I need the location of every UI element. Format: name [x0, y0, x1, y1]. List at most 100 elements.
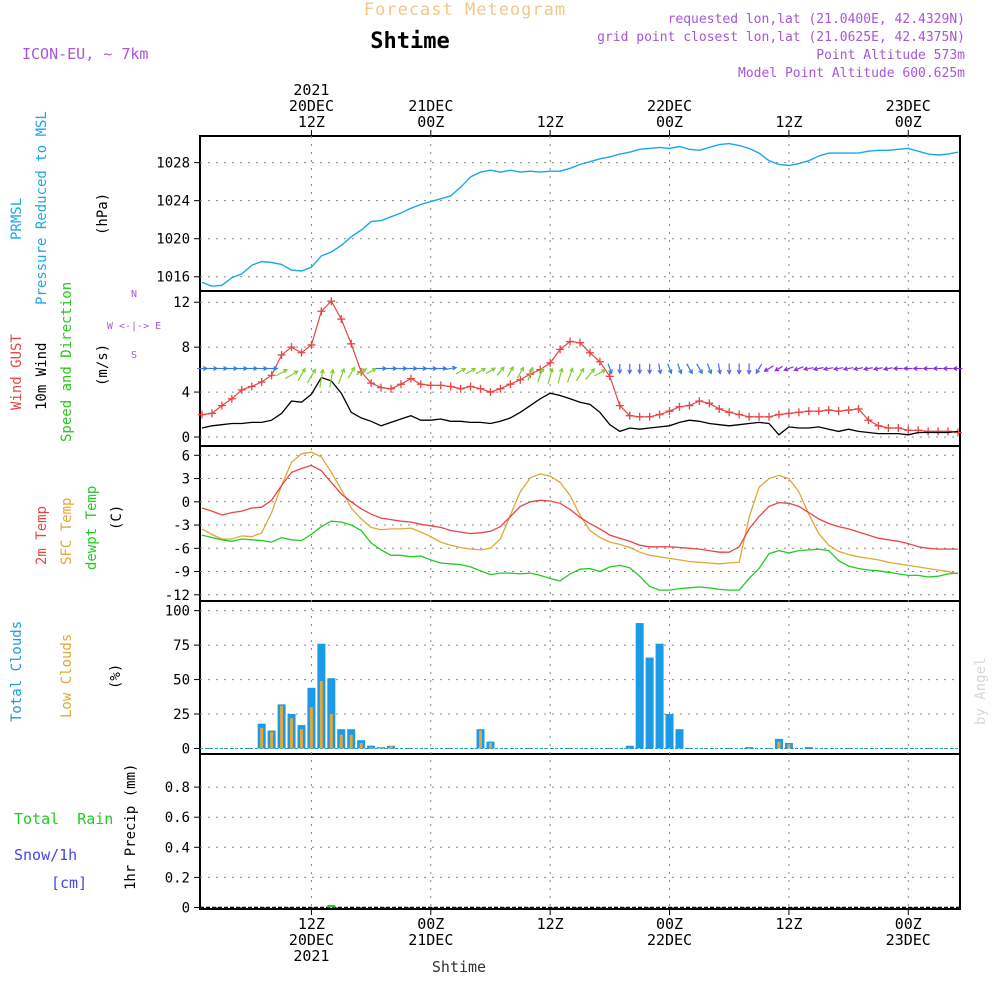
- wind-arrow-head: [481, 367, 487, 373]
- wind-arrow-head: [892, 366, 898, 371]
- gust-marker: [904, 426, 913, 435]
- low-clouds-label: Low Clouds: [59, 634, 75, 718]
- wind-direction-arrow: [607, 363, 613, 374]
- wind-arrow-head: [902, 366, 908, 371]
- gust-marker: [765, 412, 773, 421]
- wind-arrow-head: [340, 367, 346, 373]
- wind-direction-arrow: [803, 367, 814, 370]
- clouds-labels: Total Clouds Low Clouds (%): [9, 621, 124, 722]
- wind-direction-arrow: [696, 363, 703, 374]
- wind-dir-label: Speed and Direction: [59, 282, 75, 442]
- wind-arrow-head: [942, 366, 948, 371]
- gust-line: [201, 300, 959, 434]
- gust-marker: [615, 401, 624, 410]
- wind-direction-arrow: [686, 363, 693, 374]
- wind-direction-arrow: [594, 369, 606, 377]
- bottom-time-label: 12Z: [775, 915, 802, 933]
- gust-marker: [367, 379, 376, 388]
- wind-direction-arrow: [475, 367, 486, 375]
- temperature-series: [201, 451, 959, 591]
- y-tick-label: 12: [173, 295, 190, 311]
- station-name: Shtime: [370, 29, 449, 54]
- wind-arrow-head: [774, 366, 780, 372]
- wind-arrow-head: [736, 369, 742, 375]
- wind-arrow-head: [763, 367, 769, 372]
- wind-speed-line: [201, 376, 959, 436]
- gust-marker: [287, 343, 296, 352]
- low-clouds-bar: [260, 727, 264, 749]
- total-clouds-bar: [745, 747, 754, 749]
- y-tick-label: 25: [173, 707, 190, 723]
- gust-marker: [566, 337, 575, 346]
- wind-arrow-head: [882, 366, 889, 372]
- gust-marker: [735, 410, 744, 419]
- wind-direction-arrow: [784, 366, 794, 371]
- gust-marker: [277, 351, 286, 360]
- grid-point: grid point closest lon,lat (21.0625E, 42…: [597, 30, 965, 45]
- wind-arrow-head: [301, 367, 306, 373]
- wind-arrow-head: [490, 367, 497, 373]
- y-tick-label: 0.2: [165, 870, 190, 886]
- wind-arrow-head: [783, 366, 789, 372]
- gust-marker: [635, 412, 644, 421]
- pressure-series: [201, 142, 959, 287]
- gust-marker: [466, 382, 475, 391]
- y-tick-label: 1020: [156, 232, 190, 248]
- wind-arrow-head: [952, 366, 958, 371]
- wind-direction-arrow: [307, 369, 316, 384]
- product-title: Forecast Meteogram: [364, 0, 566, 20]
- gust-label: Wind GUST: [9, 334, 25, 410]
- wind-direction-arrow: [506, 366, 514, 378]
- total-clouds-bar: [635, 623, 644, 749]
- top-time-label: 21DEC: [408, 97, 453, 115]
- total-clouds-label: Total Clouds: [9, 621, 25, 722]
- wind-arrow-head: [688, 369, 693, 375]
- total-clouds-bar: [625, 745, 634, 749]
- gust-marker: [874, 421, 883, 430]
- wind-direction-arrow: [575, 368, 585, 382]
- model-name: ICON-EU, ~ 7km: [22, 45, 148, 63]
- gust-marker: [406, 374, 415, 383]
- wind-direction-arrow: [717, 363, 721, 374]
- wind-arrow-head: [319, 368, 325, 374]
- wind-direction-arrow: [884, 367, 893, 370]
- top-time-label: 00Z: [417, 113, 444, 131]
- wind-arrow-head: [617, 369, 623, 375]
- bottom-time-label: 00Z: [417, 915, 444, 933]
- gust-marker: [645, 412, 654, 421]
- wind-arrow-head: [293, 370, 299, 376]
- bottom-time-label: 22DEC: [647, 931, 692, 949]
- wind-direction-arrow: [585, 368, 595, 380]
- low-clouds-bar: [299, 729, 303, 749]
- gust-marker: [824, 406, 833, 415]
- y-tick-label: 100: [165, 604, 190, 620]
- y-tick-label: 0.6: [165, 810, 190, 826]
- gust-marker: [944, 427, 953, 436]
- y-tick-label: 0.4: [165, 840, 190, 856]
- bottom-time-label: 2021: [293, 947, 329, 965]
- y-tick-label: 6: [182, 448, 190, 464]
- wind-arrow-head: [601, 369, 607, 374]
- gust-marker: [794, 408, 803, 417]
- gust-marker: [884, 424, 893, 433]
- low-clouds-bar: [777, 741, 781, 749]
- wind-arrow-head: [922, 366, 928, 371]
- wind-arrow-head: [677, 369, 683, 375]
- temperature-labels: 2m Temp SFC Temp dewpt Temp (C): [34, 486, 125, 570]
- top-time-label: 22DEC: [647, 97, 692, 115]
- precip-panel-frame: [199, 753, 961, 910]
- temp2m-label: 2m Temp: [34, 506, 50, 565]
- prmsl-label: PRMSL: [9, 198, 25, 240]
- wind-direction-arrow: [445, 366, 457, 371]
- gust-marker: [506, 380, 515, 389]
- wind-arrow-head: [499, 366, 505, 372]
- low-clouds-bar: [290, 718, 294, 749]
- gust-marker: [456, 384, 465, 393]
- gust-marker: [416, 380, 425, 389]
- low-clouds-bar: [329, 714, 333, 749]
- wind-direction-arrow: [319, 369, 324, 388]
- wind-direction-arrow: [823, 367, 834, 370]
- y-tick-label: 1028: [156, 156, 190, 172]
- prmsl-line: [201, 142, 959, 287]
